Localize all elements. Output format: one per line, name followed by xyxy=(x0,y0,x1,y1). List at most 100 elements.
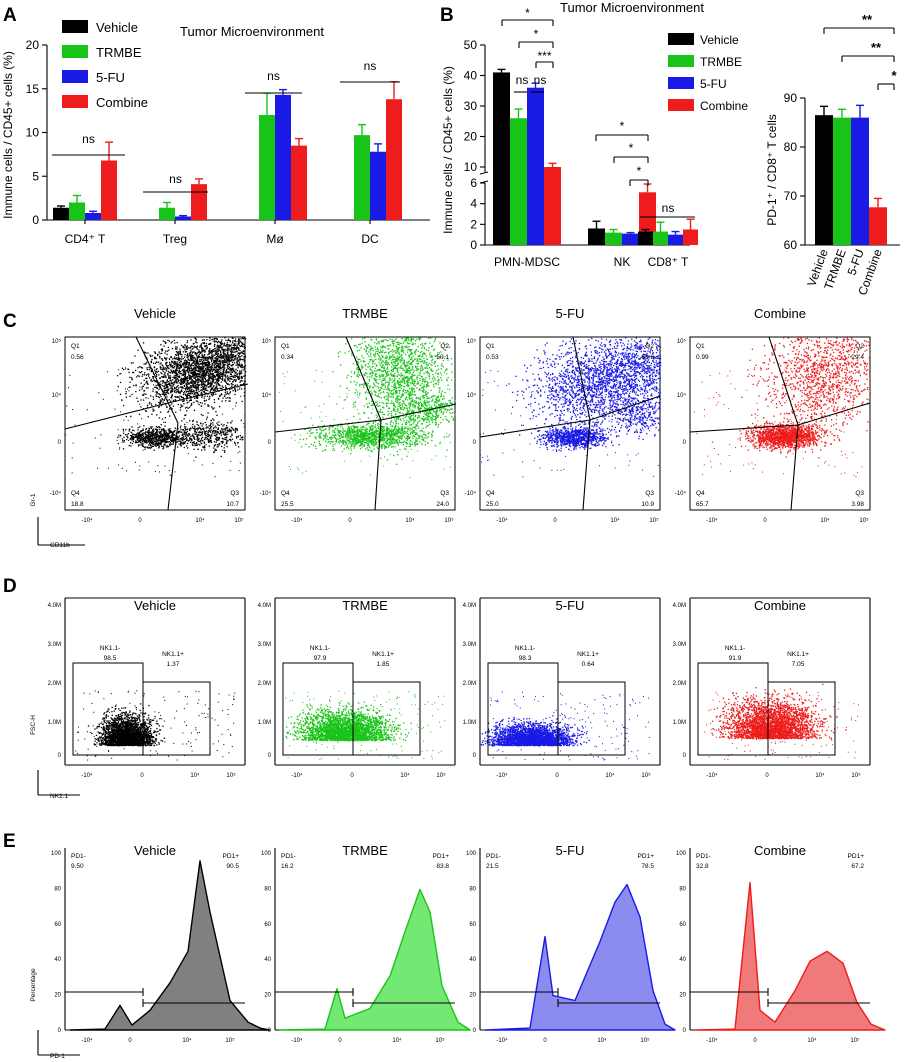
event-dot xyxy=(155,361,158,363)
event-dot xyxy=(208,378,210,380)
event-dot xyxy=(165,404,167,406)
event-dot xyxy=(161,399,164,401)
event-dot xyxy=(400,351,403,353)
event-dot xyxy=(133,384,135,387)
event-dot xyxy=(436,380,439,382)
event-dot xyxy=(180,445,182,447)
event-dot xyxy=(188,428,191,430)
event-dot xyxy=(213,376,215,379)
event-dot xyxy=(136,397,138,399)
event-dot xyxy=(200,423,202,425)
event-dot xyxy=(185,377,187,379)
event-dot xyxy=(172,432,174,434)
event-dot xyxy=(220,351,222,354)
event-dot xyxy=(179,395,181,397)
event-dot xyxy=(243,387,246,390)
event-dot xyxy=(381,385,383,387)
event-dot xyxy=(400,387,402,389)
event-dot xyxy=(216,362,218,365)
event-dot xyxy=(236,361,238,363)
event-dot xyxy=(100,434,102,436)
event-dot xyxy=(150,360,153,362)
event-dot xyxy=(425,349,428,351)
event-dot xyxy=(244,337,246,339)
event-dot xyxy=(184,351,187,353)
event-dot xyxy=(212,375,214,377)
event-dot xyxy=(370,376,373,378)
event-dot xyxy=(223,364,225,366)
x-tick-label-a: DC xyxy=(361,232,379,246)
event-dot xyxy=(382,413,384,415)
event-dot xyxy=(224,350,226,352)
event-dot xyxy=(149,354,151,356)
event-dot xyxy=(171,390,173,393)
event-dot xyxy=(215,393,217,395)
event-dot xyxy=(147,352,149,354)
event-dot xyxy=(158,393,160,395)
event-dot xyxy=(204,449,206,451)
event-dot xyxy=(226,355,228,358)
event-dot xyxy=(178,387,180,389)
event-dot xyxy=(391,370,393,373)
event-dot xyxy=(187,439,189,442)
event-dot xyxy=(398,411,401,413)
event-dot xyxy=(206,380,208,382)
event-dot xyxy=(166,357,168,359)
event-dot xyxy=(244,355,246,357)
event-dot xyxy=(233,374,236,376)
event-dot xyxy=(387,392,389,394)
event-dot xyxy=(175,378,177,381)
event-dot xyxy=(385,373,388,375)
event-dot xyxy=(206,367,208,369)
event-dot xyxy=(190,435,192,437)
event-dot xyxy=(214,370,217,372)
bar-a-vehicle xyxy=(53,207,69,220)
event-dot xyxy=(215,350,217,352)
event-dot xyxy=(157,465,159,467)
event-dot xyxy=(160,423,162,426)
event-dot xyxy=(194,337,196,339)
event-dot xyxy=(200,371,202,373)
event-dot xyxy=(223,431,225,433)
event-dot xyxy=(197,370,199,373)
bar-a-combine xyxy=(291,145,307,220)
y-tick-label-a: 15 xyxy=(26,82,40,96)
event-dot xyxy=(378,396,381,398)
event-dot xyxy=(216,414,218,416)
event-dot xyxy=(398,395,400,397)
event-dot xyxy=(165,385,168,387)
event-dot xyxy=(203,342,205,344)
event-dot xyxy=(146,404,149,407)
event-dot xyxy=(186,347,188,349)
event-dot xyxy=(196,358,199,361)
event-dot xyxy=(225,431,227,433)
event-dot xyxy=(161,385,164,387)
event-dot xyxy=(144,448,146,450)
event-dot xyxy=(160,380,162,382)
event-dot xyxy=(158,436,160,439)
event-dot xyxy=(168,368,170,370)
event-dot xyxy=(164,384,167,386)
event-dot xyxy=(158,435,160,438)
event-dot xyxy=(442,366,444,368)
event-dot xyxy=(131,434,133,437)
event-dot xyxy=(130,362,133,364)
event-dot xyxy=(203,399,206,402)
event-dot xyxy=(423,346,425,348)
event-dot xyxy=(201,377,203,379)
event-dot xyxy=(142,342,145,344)
event-dot xyxy=(437,375,439,378)
event-dot xyxy=(221,346,223,348)
event-dot xyxy=(441,374,443,376)
event-dot xyxy=(205,371,207,374)
event-dot xyxy=(225,381,227,383)
event-dot xyxy=(137,400,139,402)
event-dot xyxy=(203,430,205,432)
event-dot xyxy=(147,387,149,389)
event-dot xyxy=(169,375,171,377)
event-dot xyxy=(244,374,247,377)
event-dot xyxy=(240,352,242,354)
event-dot xyxy=(125,429,127,431)
event-dot xyxy=(142,435,145,438)
event-dot xyxy=(398,353,400,356)
